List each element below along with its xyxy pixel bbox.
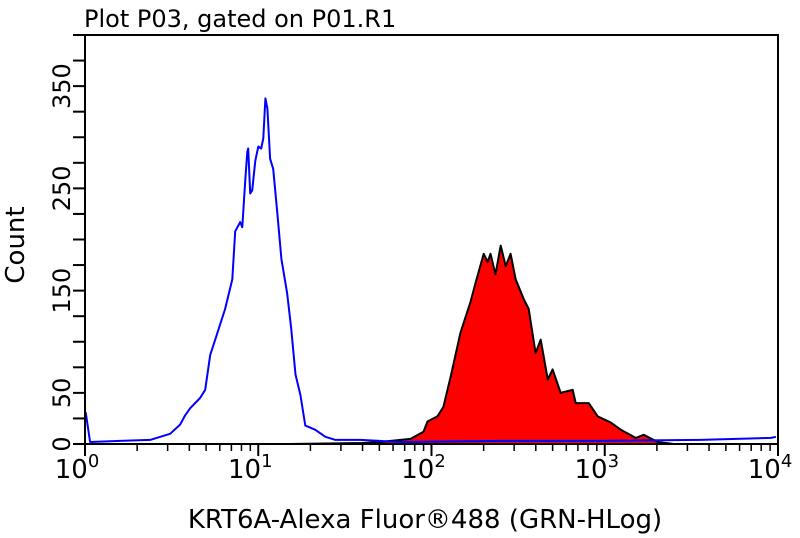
x-tick-label: 101: [228, 451, 273, 485]
x-axis-label: KRT6A-Alexa Fluor®488 (GRN-HLog): [188, 505, 662, 535]
plot-frame: [84, 34, 779, 445]
y-tick-label: 250: [48, 165, 76, 211]
x-tick-label: 100: [55, 451, 100, 485]
y-tick-label: 0: [48, 436, 76, 451]
x-tick-label: 103: [574, 451, 619, 485]
y-axis-label: Count: [1, 206, 31, 283]
y-tick-label: 350: [48, 63, 76, 109]
y-tick-label: 150: [48, 268, 76, 314]
x-tick-label: 102: [401, 451, 446, 485]
y-tick-label: 50: [48, 378, 76, 409]
series-0-line: [84, 97, 777, 443]
x-tick-label: 104: [748, 451, 793, 485]
chart-title: Plot P03, gated on P01.R1: [84, 5, 396, 33]
series-1-area: [288, 245, 674, 444]
series-1-line: [288, 244, 674, 445]
